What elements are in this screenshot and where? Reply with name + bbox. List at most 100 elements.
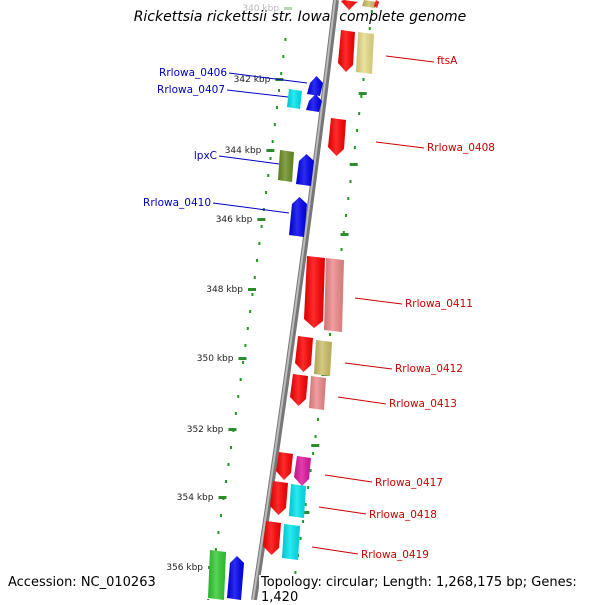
gene-rrlowa-0412-red-shade (295, 336, 313, 372)
outer-tick-mark (340, 233, 349, 236)
tick-label: 356 kbp (166, 563, 203, 573)
guide-dot (302, 520, 305, 523)
gene-rrlowa-0417-shade (294, 456, 311, 486)
gene-lpxc-blue-shade (296, 154, 314, 186)
gene-rrlowa-0408-shade (328, 118, 346, 156)
gene-rrlowa-0406-shade (307, 76, 323, 96)
label-ftsa-leader (385, 55, 435, 63)
tick-label: 350 kbp (197, 354, 234, 364)
label-rrlowa-0407-leader (226, 89, 289, 98)
guide-dot (251, 293, 254, 296)
guide-dot (307, 486, 310, 489)
gene-features (208, 0, 379, 600)
gene-rrlowa-0418-shade (289, 484, 306, 518)
guide-dot (256, 259, 259, 262)
outer-tick-mark (358, 92, 367, 95)
guide-dot (347, 197, 350, 200)
accession-text: Accession: NC_010263 (6, 575, 158, 590)
gene-labels: Rrlowa_0406 Rrlowa_0407 lpxC Rrlowa_0410 fts… (143, 55, 495, 561)
guide-dot (340, 248, 343, 251)
tick-label: 344 kbp (225, 146, 262, 156)
label-rrlowa-0410-leader (212, 202, 290, 214)
gene-bottom-blue-shade (227, 556, 244, 600)
tick-mark (228, 428, 237, 431)
label-rrlowa-0406: Rrlowa_0406 (159, 67, 227, 79)
label-rrlowa-0413-leader (337, 396, 387, 405)
tick-mark (266, 149, 275, 152)
guide-dot (368, 27, 371, 30)
tick-mark (257, 218, 266, 221)
guide-dot (309, 469, 312, 472)
guide-dot (265, 191, 268, 194)
label-rrlowa-0413: Rrlowa_0413 (389, 398, 457, 410)
guide-dot (349, 180, 352, 183)
guide-dot (275, 106, 278, 109)
guide-dot (304, 503, 307, 506)
label-rrlowa-0419: Rrlowa_0419 (361, 549, 429, 561)
guide-dot (345, 214, 348, 217)
guide-dot (356, 129, 359, 132)
guide-dot (273, 123, 276, 126)
label-lpxc: lpxC (194, 150, 217, 162)
guide-dot (260, 225, 263, 228)
guide-dot (217, 531, 220, 534)
gene-rrlowa-0413-red-shade (290, 374, 308, 406)
gene-top-red-shade (341, 0, 358, 10)
gene-rrlowa-0407-blue-shade (306, 94, 322, 112)
label-rrlowa-0417: Rrlowa_0417 (375, 477, 443, 489)
label-rrlowa-0412: Rrlowa_0412 (395, 363, 463, 375)
tick-mark (218, 496, 227, 499)
guide-dot (280, 72, 283, 75)
gene-rrlowa-0410-shade (289, 197, 307, 237)
gene-rrlowa-0411-shade (324, 258, 344, 332)
gene-top-thin-shade (374, 0, 379, 8)
tick-label: 348 kbp (206, 285, 243, 295)
guide-dot (328, 333, 331, 336)
gene-rrlowa-0419-red-shade (263, 521, 281, 555)
label-rrlowa-0407: Rrlowa_0407 (157, 84, 225, 96)
gene-rrlowa-0411-red-shade (304, 256, 325, 328)
label-rrlowa-0406-leader (228, 72, 308, 84)
guide-dot (360, 95, 363, 98)
outer-tick-mark (311, 444, 320, 447)
guide-dot (246, 327, 249, 330)
tick-mark (247, 288, 256, 291)
label-rrlowa-0418-leader (318, 506, 367, 515)
map-title: Rickettsia rickettsii str. Iowa, complet… (133, 9, 467, 25)
tick-mark (284, 7, 293, 10)
tick-label: 352 kbp (187, 425, 224, 435)
genome-backbone-highlight (252, 0, 336, 600)
label-rrlowa-0417-leader (324, 474, 373, 483)
guide-dot (316, 418, 319, 421)
guide-dot (282, 55, 285, 58)
guide-dot (284, 38, 287, 41)
label-lpxc-leader (218, 155, 280, 165)
guide-dot (269, 157, 272, 160)
guide-dot (239, 378, 242, 381)
label-rrlowa-0419-leader (311, 546, 359, 555)
gene-bottom-green-shade (208, 550, 226, 600)
gene-ftsa-shade (356, 32, 374, 74)
tick-label: 354 kbp (177, 493, 214, 503)
gene-lpxc-shade (278, 150, 294, 182)
tick-label: 346 kbp (216, 215, 253, 225)
topology-text: Topology: circular; Length: 1,268,175 bp… (259, 575, 600, 605)
guide-dot (237, 395, 240, 398)
guide-dot (249, 310, 252, 313)
tick-label: 340 kbp (242, 4, 279, 14)
guide-dot (227, 463, 230, 466)
tick-mark (238, 357, 247, 360)
label-rrlowa-0411-leader (354, 297, 403, 305)
guide-dot (278, 89, 281, 92)
tick-label: 342 kbp (234, 75, 271, 85)
guide-dot (299, 537, 302, 540)
guide-dot (253, 276, 256, 279)
label-ftsa: ftsA (437, 55, 458, 67)
guide-dot (242, 361, 245, 364)
label-rrlowa-0408: Rrlowa_0408 (427, 142, 495, 154)
guide-dot (219, 514, 222, 517)
guide-dot (294, 571, 297, 574)
gene-rrlowa-0417-red-shade (276, 452, 293, 480)
guide-dot (225, 480, 227, 483)
